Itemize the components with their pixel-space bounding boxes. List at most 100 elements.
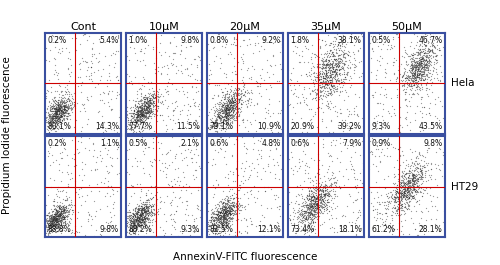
Point xyxy=(44,222,52,226)
Point xyxy=(142,204,150,208)
Point xyxy=(140,215,148,220)
Point xyxy=(398,185,406,189)
Point xyxy=(46,113,54,118)
Point xyxy=(424,67,432,71)
Point xyxy=(140,104,148,108)
Point xyxy=(42,213,50,217)
Point xyxy=(144,105,152,109)
Point xyxy=(134,111,142,115)
Point xyxy=(42,77,50,81)
Point xyxy=(220,114,228,118)
Point xyxy=(240,192,248,196)
Point xyxy=(276,39,284,43)
Point xyxy=(218,208,226,212)
Point xyxy=(318,74,326,78)
Point xyxy=(293,217,301,221)
Point xyxy=(132,219,140,223)
Point xyxy=(60,107,68,111)
Point xyxy=(235,96,243,101)
Point xyxy=(406,166,414,170)
Point xyxy=(400,201,408,205)
Point xyxy=(224,221,232,226)
Point xyxy=(308,220,316,224)
Point xyxy=(142,204,150,209)
Point xyxy=(94,60,102,64)
Point xyxy=(391,181,399,186)
Point xyxy=(401,191,409,195)
Point xyxy=(44,219,52,223)
Point xyxy=(317,199,325,203)
Point xyxy=(125,231,133,235)
Point xyxy=(50,89,58,94)
Point xyxy=(53,109,61,113)
Point xyxy=(62,85,70,89)
Point xyxy=(230,200,237,204)
Point xyxy=(146,113,154,118)
Point xyxy=(177,49,185,53)
Point xyxy=(310,195,318,199)
Point xyxy=(204,113,212,117)
Point xyxy=(156,94,164,98)
Point xyxy=(409,172,417,176)
Point xyxy=(399,72,407,77)
Point xyxy=(416,77,424,82)
Point xyxy=(128,220,136,224)
Point xyxy=(133,220,141,224)
Point xyxy=(402,58,410,63)
Point xyxy=(88,217,96,222)
Point xyxy=(328,63,336,67)
Point xyxy=(52,112,60,117)
Point xyxy=(218,117,226,121)
Point xyxy=(398,202,406,207)
Point xyxy=(396,199,404,203)
Point xyxy=(216,233,224,238)
Point xyxy=(404,63,411,67)
Point xyxy=(329,88,337,92)
Point xyxy=(141,46,149,50)
Point xyxy=(404,189,412,193)
Point xyxy=(63,92,71,96)
Point xyxy=(144,109,152,114)
Point xyxy=(62,90,70,94)
Point xyxy=(410,181,418,186)
Point xyxy=(402,176,410,180)
Point xyxy=(400,89,407,93)
Point xyxy=(145,110,153,114)
Point xyxy=(146,218,154,222)
Point xyxy=(221,210,229,215)
Point xyxy=(318,85,326,89)
Point xyxy=(336,93,344,97)
Point xyxy=(50,68,58,72)
Point xyxy=(66,101,74,105)
Point xyxy=(226,116,234,120)
Point xyxy=(392,196,400,201)
Point xyxy=(169,118,177,122)
Point xyxy=(49,214,57,219)
Point xyxy=(218,206,226,210)
Point xyxy=(226,98,234,103)
Point xyxy=(59,209,67,214)
Point xyxy=(52,117,60,122)
Point xyxy=(54,222,62,227)
Point xyxy=(328,105,336,109)
Point xyxy=(42,120,50,125)
Point xyxy=(325,209,333,213)
Point xyxy=(222,209,230,213)
Point xyxy=(60,215,68,219)
Point xyxy=(144,214,152,218)
Point xyxy=(126,216,134,220)
Point xyxy=(68,36,76,40)
Point xyxy=(52,129,60,133)
Point xyxy=(138,211,145,215)
Point xyxy=(126,221,134,225)
Point xyxy=(62,102,70,106)
Point xyxy=(54,106,62,110)
Point xyxy=(59,211,67,215)
Point xyxy=(312,214,320,219)
Point xyxy=(225,108,233,112)
Point xyxy=(402,172,409,176)
Point xyxy=(152,103,160,108)
Point xyxy=(400,45,408,49)
Point xyxy=(340,52,348,56)
Point xyxy=(216,119,224,123)
